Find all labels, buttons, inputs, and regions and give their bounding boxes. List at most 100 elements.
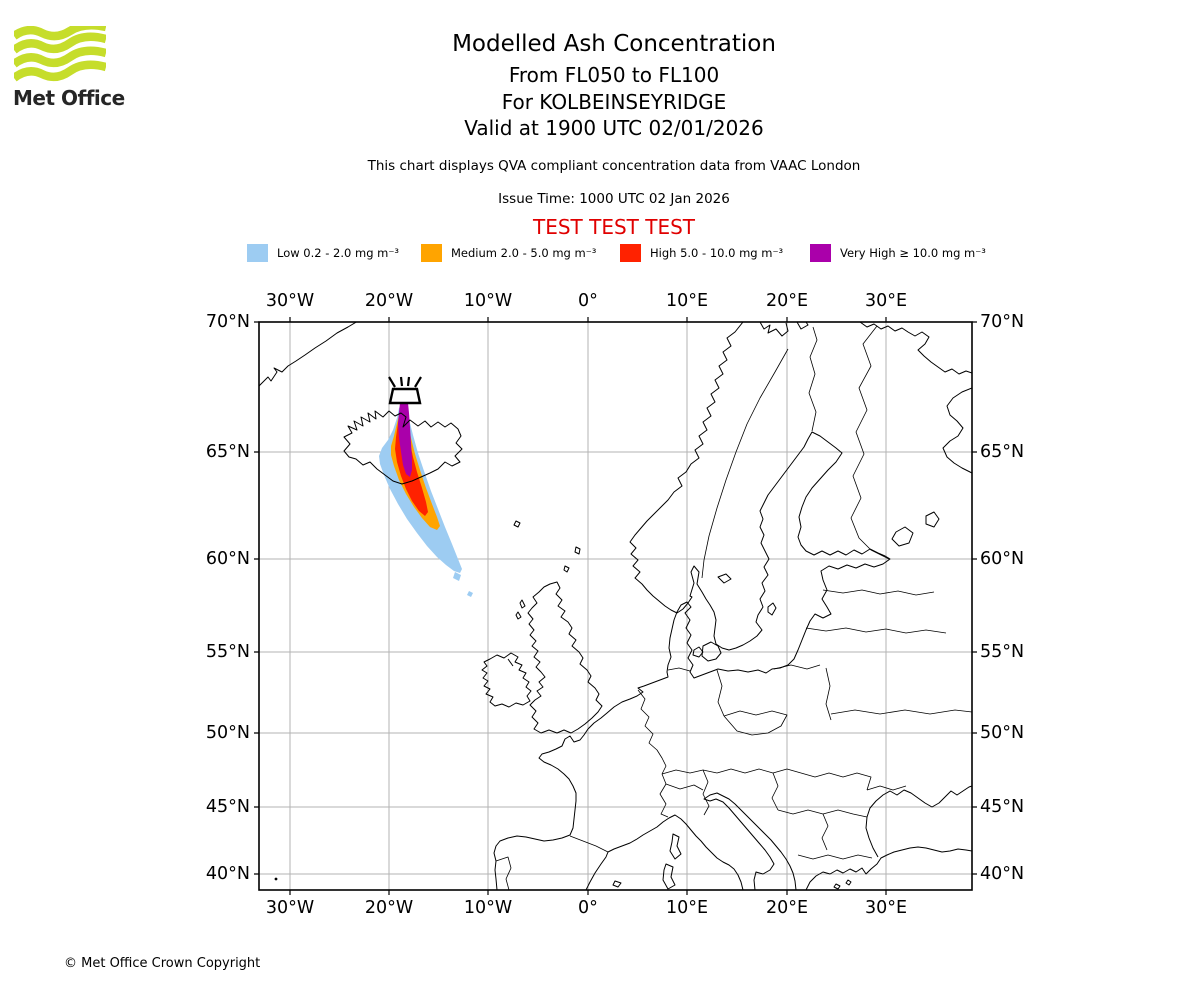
lake-ladoga [891,526,914,547]
qva-note: This chart displays QVA compliant concen… [367,158,861,174]
coastline-corsica [669,833,682,860]
lon-tick-bottom-30e: 30°E [864,898,908,918]
lat-tick-left-60n: 60°N [205,549,250,569]
legend-item-medium: Medium 2.0 - 5.0 mg m⁻³ [421,243,596,263]
border-romania-moldova [866,785,907,791]
page-title: Modelled Ash Concentration [452,31,776,57]
border-norway-sweden [701,348,789,579]
coastline-shetland [574,546,581,555]
logo-wave-4 [14,60,106,82]
coastline-black-sea [865,785,972,858]
legend-swatch-high [620,244,641,262]
coastline-faroes [513,520,521,528]
border-austria-italy [702,769,710,816]
lat-tick-right-70n: 70°N [980,312,1025,332]
ash-polygon-low-speck [453,572,461,581]
lon-tick-bottom-10w: 10°W [463,898,513,918]
country-borders [495,325,972,890]
legend-swatch-very-high [810,244,831,262]
logo-wave-3 [14,46,106,68]
logo-wave-2 [14,32,106,54]
legend-label-very-high: Very High ≥ 10.0 mg m⁻³ [840,246,986,260]
border-austria-hungary-vertical [771,772,779,811]
lat-tick-right-60n: 60°N [980,549,1025,569]
lon-tick-top-10e: 10°E [665,291,709,311]
coastlines [259,322,972,890]
met-office-logo-waves [14,26,106,82]
islet-dot [274,877,278,881]
logo-wave-1 [14,26,106,41]
border-france-spain [569,835,609,853]
subtitle-flight-levels: From FL050 to FL100 [508,63,720,87]
border-baltics-1 [822,589,935,596]
border-baltics-2 [805,627,947,634]
coastline-funen [692,646,704,658]
coastline-greenland [259,322,358,387]
coastline-gotland [767,602,777,616]
coastline-north-norway [759,322,809,337]
lon-tick-top-30w: 30°W [265,291,315,311]
coastline-hebrides [515,599,526,620]
legend-item-very-high: Very High ≥ 10.0 mg m⁻³ [810,243,986,263]
grid-lines [259,322,972,890]
subtitle-volcano: For KOLBEINSEYRIDGE [501,90,727,114]
coastline-sardinia [662,863,676,890]
coastline-orkney [563,565,570,573]
border-serbia-vertical [821,813,829,851]
legend-label-medium: Medium 2.0 - 5.0 mg m⁻³ [451,246,597,260]
ash-polygon-low-speck2 [467,591,473,597]
lat-tick-right-65n: 65°N [980,442,1025,462]
map-frame [258,321,973,891]
border-belarus-ukraine [830,709,972,715]
border-switzerland-italy [665,783,704,791]
coastline-iceland [343,410,463,485]
lat-tick-left-50n: 50°N [205,723,250,743]
coastline-ireland [481,652,532,708]
volcano-symbol [388,376,422,405]
border-alps-north [661,769,718,775]
lon-tick-bottom-30w: 30°W [265,898,315,918]
lat-tick-left-55n: 55°N [205,642,250,662]
coastline-whitesea-gulf [942,387,972,474]
lon-tick-top-0: 0° [578,291,598,311]
lon-tick-top-20w: 20°W [364,291,414,311]
border-serbia-bulgaria [777,809,868,818]
lat-tick-right-50n: 50°N [980,723,1025,743]
border-northern-ireland [507,658,514,667]
coastline-balearics [612,880,622,888]
lon-tick-bottom-0: 0° [578,898,598,918]
ash-plume [379,403,473,597]
lat-tick-left-40n: 40°N [205,864,250,884]
border-poland-belarus [825,667,832,721]
legend-label-high: High 5.0 - 10.0 mg m⁻³ [650,246,784,260]
legend-swatch-medium [421,244,442,262]
legend-swatch-low [247,244,268,262]
lake-vanern [717,573,732,584]
met-office-logo-text: Met Office [13,86,125,110]
coastline-kola-whitesea [859,322,972,375]
volcano-crater [388,387,422,405]
legend-item-high: High 5.0 - 10.0 mg m⁻³ [620,243,783,263]
issue-time: Issue Time: 1000 UTC 02 Jan 2026 [498,191,730,207]
border-bulgaria-greece [797,854,873,860]
lat-tick-left-65n: 65°N [205,442,250,462]
coastline-scandinavia-baltic [493,322,891,890]
subtitle-valid-time: Valid at 1900 UTC 02/01/2026 [464,116,764,140]
volcano-eruption-rays [388,376,422,388]
border-czech [723,710,788,736]
lat-tick-right-55n: 55°N [980,642,1025,662]
lon-tick-bottom-20w: 20°W [364,898,414,918]
border-germany-poland [716,669,725,717]
lat-tick-left-70n: 70°N [205,312,250,332]
met-office-logo [14,26,106,84]
coastline-spain-france-italy [585,814,744,890]
border-poland-kaliningrad [773,664,821,670]
lat-tick-right-40n: 40°N [980,864,1025,884]
legend-item-low: Low 0.2 - 2.0 mg m⁻³ [247,243,399,263]
border-france-switzerland [659,773,669,818]
test-banner: TEST TEST TEST [532,215,695,239]
coastline-adriatic-balkans [703,792,797,890]
coastline-aegean-turkey [805,846,972,890]
coastline-aegean-islands [833,879,852,890]
